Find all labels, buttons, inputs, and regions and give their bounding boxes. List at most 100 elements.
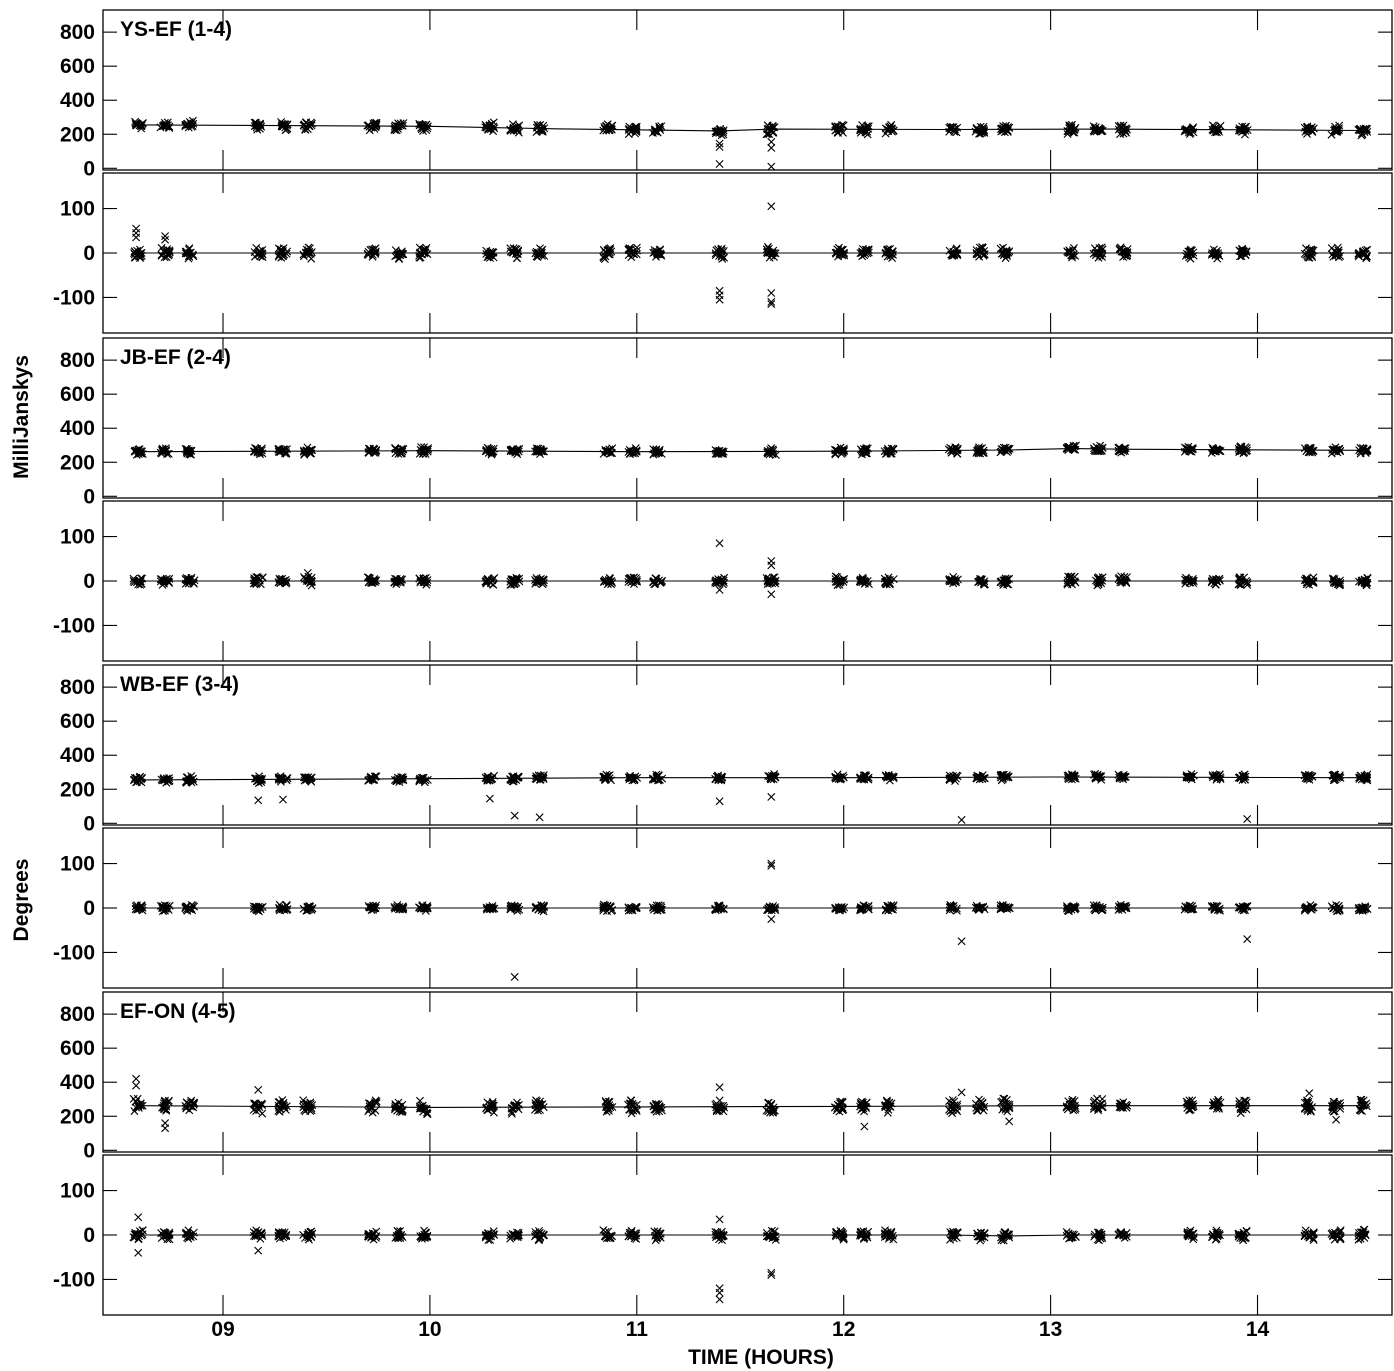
phase-outlier-point <box>1243 935 1252 944</box>
phase-point <box>1355 577 1363 586</box>
phase-outlier-point <box>161 232 170 241</box>
phase-point <box>1182 576 1191 585</box>
phase-point <box>1332 248 1341 257</box>
phase-point <box>632 246 641 255</box>
phase-point <box>864 245 873 254</box>
phase-point <box>162 574 171 583</box>
phase-point <box>507 580 516 589</box>
phase-point <box>881 578 890 587</box>
amp-point <box>1187 447 1196 456</box>
amp-point <box>300 773 308 782</box>
phase-outlier-point <box>715 295 724 304</box>
phase-point <box>1188 574 1197 583</box>
amp-point <box>1212 123 1220 132</box>
amp-point <box>278 446 287 455</box>
phase-point <box>1333 250 1342 259</box>
phase-point <box>651 579 660 588</box>
amp-point <box>605 125 614 134</box>
amp-point <box>1116 130 1125 139</box>
phase-point <box>1307 245 1316 254</box>
phase-point <box>165 250 174 258</box>
amp-point <box>484 124 493 133</box>
y-axis-title-phase: Degrees <box>10 859 33 942</box>
baseline-label: YS-EF (1-4) <box>120 18 232 41</box>
panel-frame <box>102 337 1393 499</box>
amp-outlier-point <box>279 795 287 804</box>
amp-point <box>300 450 309 459</box>
phase-point <box>1063 580 1072 589</box>
phase-point <box>253 578 262 587</box>
y-tick-label: 0 <box>83 570 95 593</box>
amp-panel-2: 0 200 400 600 800 WB-EF (3-4) <box>60 664 1393 835</box>
amp-point <box>368 773 377 782</box>
y-tick-label: -100 <box>53 614 95 637</box>
phase-point <box>1116 576 1125 585</box>
amp-point <box>183 445 191 453</box>
phase-point <box>182 573 191 582</box>
amp-point <box>949 126 958 134</box>
phase-point <box>1003 252 1011 261</box>
amp-point <box>607 122 616 130</box>
amp-point <box>274 775 283 784</box>
phase-point <box>1215 576 1224 585</box>
phase-point <box>506 580 515 589</box>
phase-point <box>763 242 772 251</box>
phase-point <box>711 249 720 258</box>
phase-point <box>626 574 635 582</box>
amp-point <box>771 451 780 459</box>
amp-model-line <box>138 124 1364 132</box>
amp-point <box>1305 124 1314 133</box>
amp-point <box>1065 442 1074 451</box>
phase-point <box>512 245 521 254</box>
amp-outlier-point <box>767 162 776 171</box>
phase-point <box>1363 573 1372 582</box>
amp-point <box>506 126 515 134</box>
phase-point <box>948 250 957 259</box>
amp-point <box>1306 443 1314 452</box>
amp-point <box>770 123 779 132</box>
amp-point <box>889 126 898 135</box>
phase-point <box>1093 249 1102 258</box>
amp-point <box>1121 447 1129 455</box>
y-tick-label: 0 <box>83 1224 95 1247</box>
amp-point <box>980 127 989 136</box>
phase-outlier-point <box>303 569 312 577</box>
phase-outlier-point <box>957 937 966 946</box>
amp-outlier-point <box>1305 1089 1314 1098</box>
amp-point <box>838 448 847 457</box>
amp-point <box>1188 125 1197 134</box>
amp-point <box>187 446 196 455</box>
amp-point <box>980 126 989 135</box>
amp-point <box>184 120 193 129</box>
amp-point <box>257 444 266 453</box>
amp-point <box>161 447 170 456</box>
phase-point <box>950 250 959 259</box>
amp-point <box>419 773 428 782</box>
y-tick-label: -100 <box>53 286 95 309</box>
phase-point <box>250 574 259 583</box>
phase-point <box>1092 246 1101 255</box>
phase-outlier-point <box>715 1288 724 1297</box>
amp-point <box>397 444 406 453</box>
panels: 0 200 400 600 800 YS-EF (1-4) -100 0 100 0 200 400 6… <box>53 9 1393 1316</box>
y-tick-label: 0 <box>83 242 95 265</box>
amp-point <box>1333 127 1342 136</box>
phase-point <box>1068 253 1076 262</box>
phase-outlier-point <box>715 1295 724 1304</box>
phase-outlier-point <box>161 235 170 244</box>
phase-point <box>653 249 662 258</box>
y-tick-label: 0 <box>83 485 95 508</box>
amp-point <box>251 118 260 127</box>
phase-point <box>533 575 542 584</box>
amp-point <box>719 449 728 458</box>
amp-point <box>1210 446 1219 455</box>
amp-outlier-point <box>535 813 544 822</box>
amp-point <box>1094 447 1103 456</box>
amp-point <box>631 123 640 131</box>
amp-point <box>486 125 495 134</box>
amp-point <box>305 775 314 784</box>
y-tick-label: 600 <box>60 383 95 406</box>
amp-point <box>1188 445 1197 454</box>
amp-point <box>1180 443 1189 452</box>
phase-point <box>1209 576 1218 584</box>
